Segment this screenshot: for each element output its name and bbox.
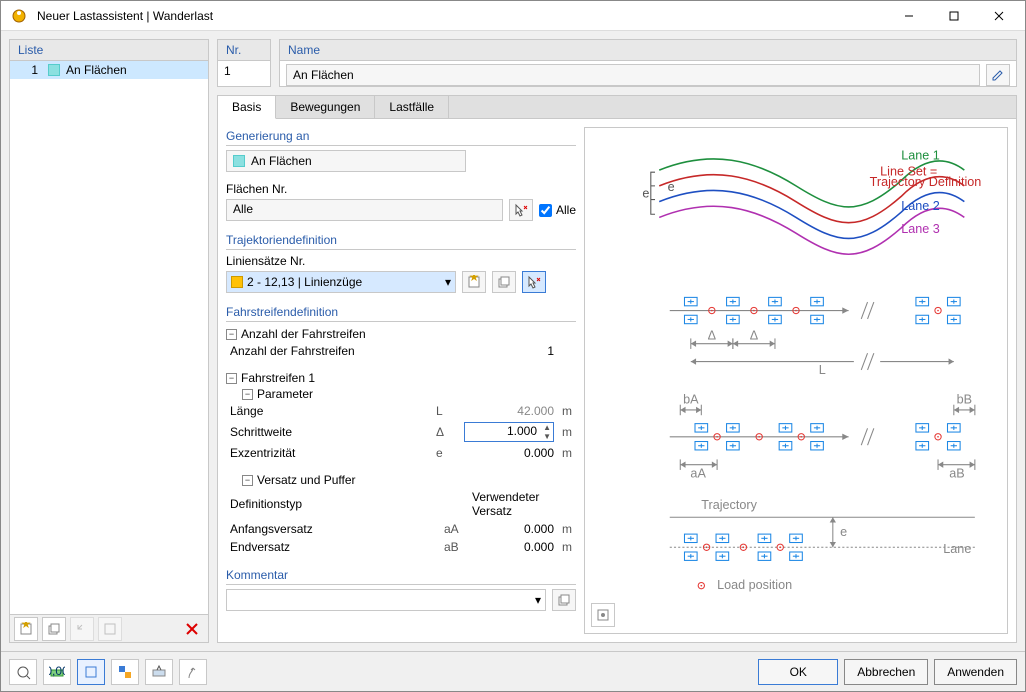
svg-text:0,00: 0,00 (49, 664, 65, 678)
app-icon (11, 8, 27, 24)
footer-btn-2[interactable]: 0,00 (43, 659, 71, 685)
sidebar-header: Liste (10, 40, 208, 61)
tab-lastfaelle[interactable]: Lastfälle (375, 96, 449, 118)
chevron-down-icon: ▾ (445, 275, 451, 289)
linien-pick-button[interactable] (522, 271, 546, 293)
edit-name-button[interactable] (986, 64, 1010, 86)
tab-basis[interactable]: Basis (218, 96, 276, 119)
toolbar-btn-3 (70, 617, 94, 641)
anzahl-sub: Anzahl der Fahrstreifen (226, 342, 440, 360)
close-button[interactable] (976, 1, 1021, 30)
footer-btn-5[interactable] (145, 659, 173, 685)
svg-text:bB: bB (957, 393, 972, 407)
svg-text:L: L (819, 363, 826, 377)
preview-settings-button[interactable] (591, 603, 615, 627)
generierung-title: Generierung an (226, 127, 576, 146)
delete-button[interactable] (180, 617, 204, 641)
sidebar-list[interactable]: 1 An Flächen (10, 61, 208, 614)
tree-fahrstreifen1[interactable]: −Fahrstreifen 1 (226, 370, 576, 386)
svg-text:Trajectory: Trajectory (701, 498, 757, 512)
alle-checkbox[interactable]: Alle (539, 203, 576, 217)
alle-checkbox-label: Alle (556, 203, 576, 217)
svg-text:aA: aA (690, 466, 706, 480)
list-item-chip (48, 64, 60, 76)
svg-text:★: ★ (21, 622, 32, 631)
footer-btn-1[interactable] (9, 659, 37, 685)
linien-value: 2 - 12,13 | Linienzüge (247, 275, 362, 289)
chip-icon (231, 276, 243, 288)
list-item[interactable]: 1 An Flächen (10, 61, 208, 79)
kommentar-title: Kommentar (226, 566, 576, 585)
pick-flaechen-button[interactable] (509, 199, 533, 221)
svg-text:bA: bA (683, 393, 699, 407)
svg-text:aB: aB (949, 466, 964, 480)
anzahl-value[interactable]: 1 (468, 342, 558, 360)
alle-checkbox-input[interactable] (539, 204, 552, 217)
row-schritt: Schrittweite (226, 420, 432, 444)
preview-panel: eeLane 1Line Set =Trajectory DefinitionL… (584, 127, 1008, 634)
list-item-num: 1 (14, 63, 38, 77)
cancel-button[interactable]: Abbrechen (844, 659, 928, 685)
list-item-label: An Flächen (66, 63, 127, 77)
flaechen-label: Flächen Nr. (226, 182, 576, 196)
svg-text:e: e (840, 525, 847, 539)
svg-text:★: ★ (469, 275, 480, 284)
chevron-down-icon: ▾ (535, 593, 541, 607)
nr-header: Nr. (218, 40, 270, 61)
footer-btn-4[interactable] (111, 659, 139, 685)
linien-label: Liniensätze Nr. (226, 254, 576, 268)
toolbar-btn-4 (98, 617, 122, 641)
row-def: Definitionstyp (226, 488, 440, 520)
svg-text:Load position: Load position (717, 578, 792, 592)
schritt-input[interactable]: 1.000▲▼ (464, 422, 554, 442)
linien-new-button[interactable]: ★ (462, 271, 486, 293)
svg-text:Δ: Δ (708, 328, 717, 342)
tree-anzahl[interactable]: −Anzahl der Fahrstreifen (226, 326, 576, 342)
kommentar-more-button[interactable] (552, 589, 576, 611)
window-title: Neuer Lastassistent | Wanderlast (33, 9, 886, 23)
svg-text:Lane 1: Lane 1 (901, 149, 940, 163)
svg-text:Lane 2: Lane 2 (901, 199, 940, 213)
kommentar-input[interactable]: ▾ (226, 589, 546, 611)
svg-text:Trajectory Definition: Trajectory Definition (870, 175, 982, 189)
titlebar: Neuer Lastassistent | Wanderlast (1, 1, 1025, 31)
svg-text:e: e (668, 180, 675, 194)
maximize-button[interactable] (931, 1, 976, 30)
copy-button[interactable] (42, 617, 66, 641)
trajektorie-title: Trajektoriendefinition (226, 231, 576, 250)
name-input[interactable] (286, 64, 980, 86)
row-ende: Endversatz (226, 538, 440, 556)
ok-button[interactable]: OK (758, 659, 838, 685)
name-header: Name (280, 40, 1016, 61)
tree-versatz[interactable]: −Versatz und Puffer (226, 472, 576, 488)
chip-icon (233, 155, 245, 167)
svg-text:Lane 3: Lane 3 (901, 222, 940, 236)
linien-copy-button[interactable] (492, 271, 516, 293)
svg-text:e: e (642, 186, 649, 200)
apply-button[interactable]: Anwenden (934, 659, 1017, 685)
linien-dropdown[interactable]: 2 - 12,13 | Linienzüge ▾ (226, 271, 456, 293)
svg-text:Lane: Lane (943, 542, 971, 556)
row-laenge: Länge (226, 402, 432, 420)
flaechen-value: Alle (226, 199, 503, 221)
row-exz: Exzentrizität (226, 444, 432, 462)
new-button[interactable]: ★ (14, 617, 38, 641)
svg-text:Δ: Δ (750, 328, 759, 342)
generierung-value: An Flächen (251, 154, 312, 168)
footer-btn-6[interactable] (179, 659, 207, 685)
fahrstreifen-title: Fahrstreifendefinition (226, 303, 576, 322)
tabs: Basis Bewegungen Lastfälle (218, 96, 1016, 119)
row-anfang: Anfangsversatz (226, 520, 440, 538)
minimize-button[interactable] (886, 1, 931, 30)
tab-bewegungen[interactable]: Bewegungen (276, 96, 375, 118)
nr-value: 1 (218, 61, 270, 81)
footer-btn-3[interactable] (77, 659, 105, 685)
tree-parameter[interactable]: −Parameter (226, 386, 576, 402)
